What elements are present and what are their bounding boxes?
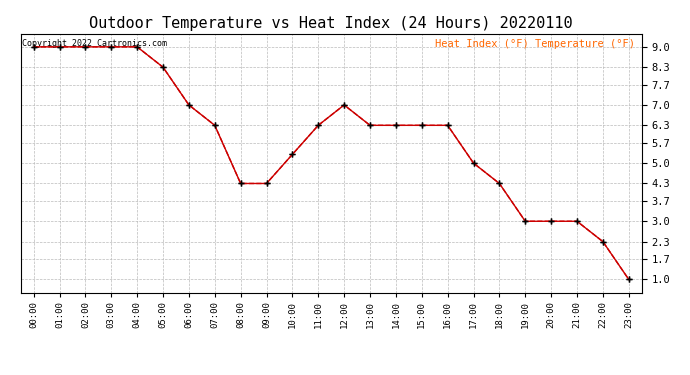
Title: Outdoor Temperature vs Heat Index (24 Hours) 20220110: Outdoor Temperature vs Heat Index (24 Ho…	[90, 16, 573, 31]
Text: Heat Index (°F) Temperature (°F): Heat Index (°F) Temperature (°F)	[435, 39, 635, 49]
Text: Copyright 2022 Cartronics.com: Copyright 2022 Cartronics.com	[22, 39, 167, 48]
